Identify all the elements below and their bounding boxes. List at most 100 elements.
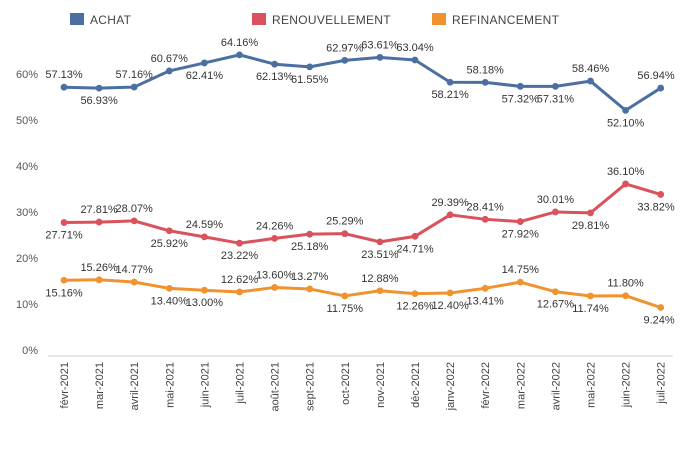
data-label: 25.29% [326,216,364,228]
data-labels: 57.13% 56.93% 57.16% 60.67% 62.41% 64.16% 62.1… [45,37,675,327]
data-point [411,290,419,298]
data-label: 28.07% [116,203,154,215]
data-point [552,288,559,296]
series-line [62,53,663,112]
x-tick-label: avril-2021 [129,362,141,410]
data-point [376,53,384,61]
data-point [306,230,314,238]
x-tick-label: avril-2022 [550,362,562,410]
data-point [165,227,173,235]
data-point [60,83,68,91]
legend-label: ACHAT [90,13,132,27]
data-label: 12.40% [431,300,469,312]
x-tick-label: mai-2021 [164,362,176,408]
data-point [411,232,419,240]
data-label: 23.22% [221,250,259,262]
data-point [341,230,349,238]
y-tick-label: 0% [22,345,38,357]
data-label: 11.80% [607,278,644,290]
data-label: 63.04% [396,42,434,54]
series-line [62,182,663,245]
data-label: 27.92% [502,229,540,241]
x-tick-label: févr-2022 [480,362,492,408]
data-label: 23.51% [361,249,399,261]
x-axis: févr-2021 mar-2021 avril-2021 mai-2021 juin-… [48,355,673,412]
data-label: 15.26% [80,262,118,274]
data-label: 24.26% [256,220,294,232]
data-label: 12.26% [396,301,434,313]
data-point [306,63,314,71]
data-point [552,82,559,90]
data-point [411,56,419,64]
data-point [271,60,278,68]
data-point [341,292,349,300]
data-point [130,278,138,286]
data-label: 61.55% [291,74,329,86]
data-point [236,239,243,247]
data-label: 52.10% [607,117,645,129]
data-point [587,77,594,85]
data-label: 9.24% [643,314,674,326]
data-label: 12.88% [361,273,399,285]
data-point [376,287,384,295]
data-label: 12.62% [221,274,259,286]
legend-swatch [70,13,84,25]
data-point [60,219,68,226]
data-point [130,83,138,91]
data-point [622,180,629,188]
data-label: 27.71% [45,230,83,242]
x-tick-label: févr-2021 [59,362,71,408]
data-point [165,67,173,75]
data-label: 58.46% [572,63,610,75]
data-label: 27.81% [80,204,118,216]
x-tick-label: oct-2021 [340,362,352,405]
data-point [236,51,243,59]
data-label: 62.41% [186,70,224,82]
data-point [130,217,138,225]
y-tick-label: 10% [16,299,38,311]
data-point [376,238,384,246]
data-point [341,56,349,64]
data-label: 58.18% [467,64,505,76]
data-point [446,289,454,297]
data-point [271,284,278,291]
data-label: 58.21% [431,89,469,101]
y-axis: 0% 10% 20% 30% 40% 50% 60% [16,69,38,357]
x-tick-label: juin-2021 [199,362,211,408]
data-point [587,209,594,217]
data-point [481,284,489,292]
x-tick-label: juin-2022 [621,362,633,408]
data-label: 62.13% [256,71,294,83]
data-point [446,78,454,86]
data-label: 15.16% [45,287,83,299]
data-point [306,285,314,293]
data-point [657,304,665,311]
data-label: 13.40% [151,295,189,307]
data-label: 36.10% [607,166,645,178]
x-tick-label: juil-2022 [656,362,668,405]
data-label: 30.01% [537,194,575,206]
data-label: 25.18% [291,241,329,253]
legend-swatch [252,13,266,25]
data-label: 57.13% [45,69,83,81]
legend-label: REFINANCEMENT [452,13,560,27]
data-label: 14.77% [116,264,154,276]
y-tick-label: 20% [16,253,38,265]
x-tick-label: déc-2021 [410,362,422,408]
data-label: 57.31% [537,93,575,105]
data-label: 56.93% [80,95,118,107]
data-label: 13.60% [256,269,294,281]
data-label: 13.41% [467,295,505,307]
x-tick-label: juil-2021 [235,362,247,405]
data-label: 13.27% [291,271,329,283]
data-point [60,276,68,284]
legend: ACHAT RENOUVELLEMENT REFINANCEMENT [70,13,560,27]
x-tick-label: mar-2022 [515,362,527,409]
x-tick-label: janv-2022 [445,362,457,411]
data-point [552,208,559,216]
x-tick-label: sept-2021 [305,362,317,411]
data-point [271,235,278,242]
data-point [481,215,489,223]
data-point [446,211,454,219]
data-label: 63.61% [361,39,399,51]
